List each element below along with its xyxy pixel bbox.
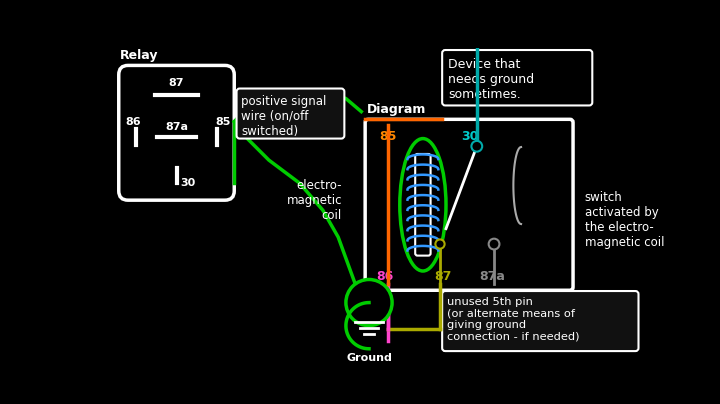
Circle shape	[472, 141, 482, 152]
Text: 87: 87	[433, 270, 451, 283]
Circle shape	[436, 240, 445, 249]
FancyBboxPatch shape	[365, 119, 573, 290]
Text: 85: 85	[215, 117, 230, 126]
Text: switch
activated by
the electro-
magnetic coil: switch activated by the electro- magneti…	[585, 191, 664, 249]
Text: electro-
magnetic
coil: electro- magnetic coil	[287, 179, 342, 222]
Text: Diagram: Diagram	[366, 103, 426, 116]
Circle shape	[346, 280, 392, 326]
FancyBboxPatch shape	[119, 65, 234, 200]
Text: 85: 85	[379, 130, 397, 143]
Text: 86: 86	[377, 270, 394, 283]
Text: 87a: 87a	[165, 122, 188, 132]
Text: positive signal
wire (on/off
switched): positive signal wire (on/off switched)	[241, 95, 327, 138]
Text: 87a: 87a	[480, 270, 505, 283]
Text: 30: 30	[180, 178, 196, 188]
Text: Relay: Relay	[120, 49, 159, 62]
FancyBboxPatch shape	[442, 291, 639, 351]
Text: Ground: Ground	[346, 353, 392, 363]
Circle shape	[489, 239, 500, 249]
FancyBboxPatch shape	[415, 154, 431, 256]
Ellipse shape	[400, 139, 446, 271]
Text: 86: 86	[125, 117, 140, 126]
Text: 87: 87	[168, 78, 184, 88]
FancyBboxPatch shape	[442, 50, 593, 105]
FancyBboxPatch shape	[237, 88, 344, 139]
Text: off: off	[488, 94, 505, 107]
Text: 30: 30	[461, 130, 478, 143]
Text: unused 5th pin
(or alternate means of
giving ground
connection - if needed): unused 5th pin (or alternate means of gi…	[447, 297, 580, 342]
Text: Device that
needs ground
sometimes.: Device that needs ground sometimes.	[449, 58, 534, 101]
